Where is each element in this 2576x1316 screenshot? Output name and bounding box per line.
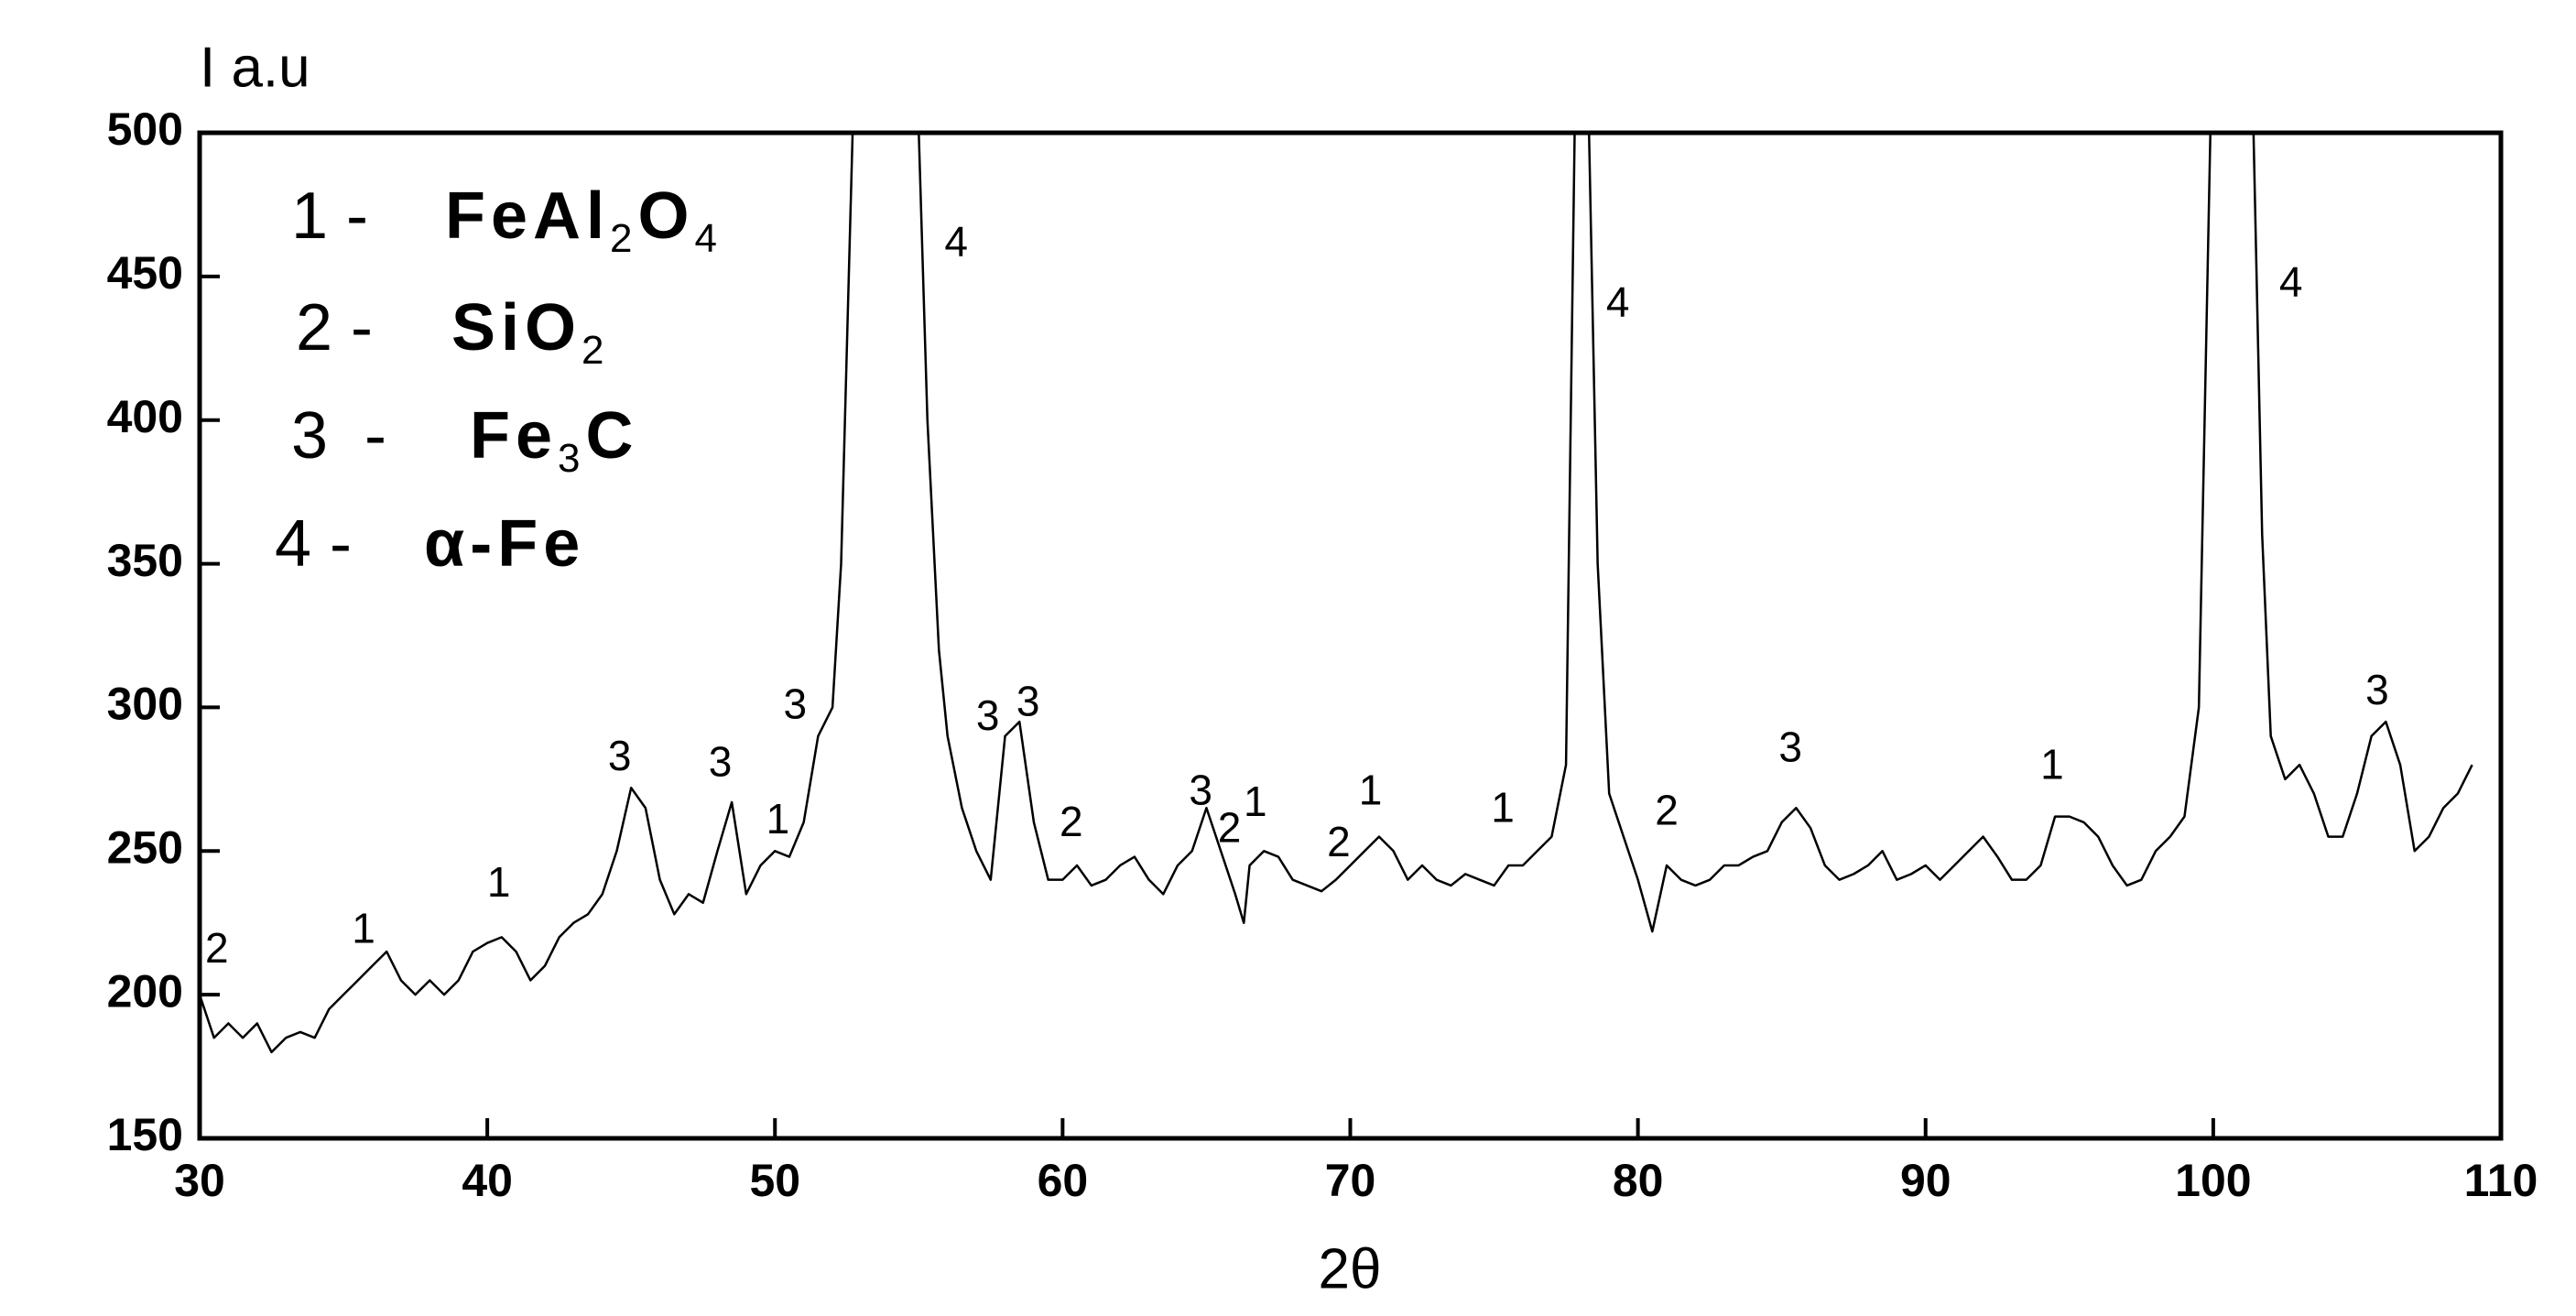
x-tick-label: 100 <box>2175 1155 2251 1206</box>
peak-label: 3 <box>1189 767 1212 814</box>
peak-label: 4 <box>1606 277 1630 325</box>
x-tick-label: 30 <box>174 1155 225 1206</box>
peak-label: 4 <box>2279 257 2303 305</box>
peak-label: 3 <box>608 732 632 779</box>
x-tick-label: 80 <box>1613 1155 1664 1206</box>
peak-label: 1 <box>1359 767 1383 814</box>
peak-label: 1 <box>766 795 790 843</box>
x-tick-label: 70 <box>1325 1155 1376 1206</box>
peak-label: 2 <box>1218 803 1242 851</box>
peak-label: 1 <box>487 858 511 906</box>
y-tick-label: 400 <box>107 391 183 442</box>
peak-label: 1 <box>2040 740 2064 788</box>
peak-label: 2 <box>1060 798 1083 845</box>
peak-label: 2 <box>1655 787 1679 834</box>
x-tick-label: 110 <box>2464 1155 2538 1206</box>
legend-formula: SiO2 <box>451 291 610 373</box>
legend-formula: Fe3C <box>470 399 639 481</box>
peak-label: 1 <box>1244 778 1267 825</box>
formula-text: α-Fe <box>424 507 585 581</box>
peak-label: 2 <box>1327 818 1351 865</box>
peak-label: 3 <box>976 691 1000 739</box>
peak-label: 3 <box>2365 666 2389 713</box>
y-tick-label: 150 <box>107 1109 183 1160</box>
x-axis-label: 2θ <box>1319 1237 1382 1300</box>
y-tick-label: 200 <box>107 965 183 1017</box>
formula-subscript: 3 <box>558 436 585 481</box>
x-tick-label: 90 <box>1900 1155 1951 1206</box>
y-tick-label: 500 <box>107 103 183 155</box>
peak-label: 3 <box>1016 677 1040 724</box>
peak-label: 3 <box>783 680 807 728</box>
formula-text: SiO <box>451 291 582 364</box>
formula-text: Fe <box>470 399 558 473</box>
y-tick-label: 300 <box>107 679 183 730</box>
legend-formula: FeAl2O4 <box>445 179 723 261</box>
formula-text: C <box>586 399 639 473</box>
y-axis-label: I a.u <box>200 36 310 99</box>
x-tick-label: 60 <box>1038 1155 1089 1206</box>
formula-text: FeAl <box>445 179 610 253</box>
peak-label: 2 <box>205 924 229 972</box>
y-tick-label: 350 <box>107 535 183 586</box>
legend-number: 4 - <box>275 507 352 581</box>
formula-subscript: 4 <box>695 216 723 261</box>
peak-label: 3 <box>1778 723 1802 771</box>
y-tick-label: 450 <box>107 247 183 299</box>
spectrum-line <box>200 133 2473 1054</box>
legend-number: 3 - <box>291 399 386 473</box>
x-tick-label: 40 <box>462 1155 513 1206</box>
y-tick-label: 250 <box>107 821 183 873</box>
x-tick-label: 50 <box>749 1155 800 1206</box>
peak-label: 1 <box>352 904 375 952</box>
formula-subscript: 2 <box>610 216 637 261</box>
peak-label: 1 <box>1491 784 1515 832</box>
legend-number: 2 - <box>296 291 373 364</box>
peak-label: 3 <box>709 737 733 785</box>
formula-subscript: 2 <box>582 328 609 373</box>
legend-formula: α-Fe <box>424 507 585 581</box>
formula-text: O <box>638 179 695 253</box>
peak-label: 4 <box>944 218 968 266</box>
plot-frame <box>197 130 2504 1141</box>
legend-number: 1 - <box>291 179 368 253</box>
